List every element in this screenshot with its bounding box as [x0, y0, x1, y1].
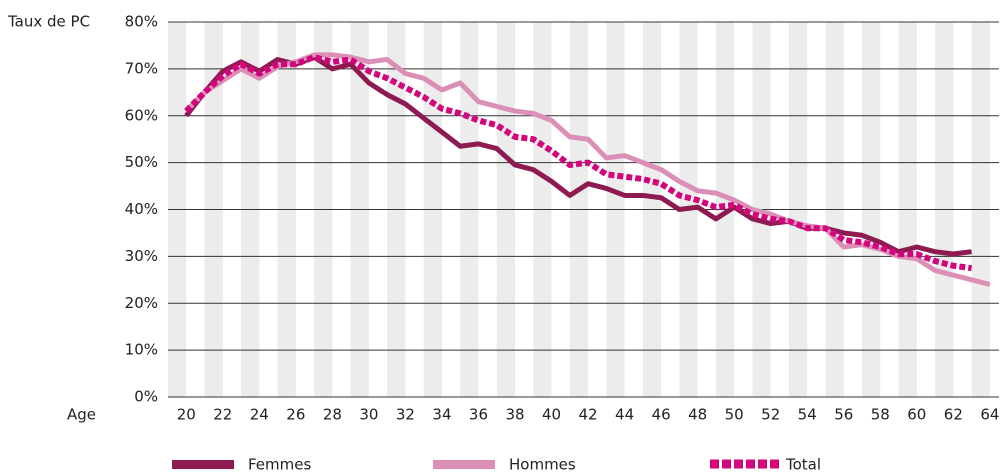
x-tick-label: 40 — [542, 406, 561, 424]
x-tick-label: 56 — [834, 406, 853, 424]
line-hommes — [184, 52, 991, 287]
x-tick-label: 36 — [469, 406, 488, 424]
x-tick-label: 64 — [980, 406, 999, 424]
x-tick-label: 58 — [871, 406, 890, 424]
x-tick-label: 42 — [579, 406, 598, 424]
y-tick-label: 70% — [125, 59, 158, 77]
y-axis-label: Taux de PC — [7, 13, 90, 31]
x-tick-label: 38 — [505, 406, 524, 424]
x-tick-label: 30 — [359, 406, 378, 424]
legend-label: Femmes — [248, 456, 311, 474]
x-tick-label: 60 — [907, 406, 926, 424]
legend-label: Total — [785, 456, 821, 474]
line-total — [184, 54, 972, 272]
x-tick-label: 52 — [761, 406, 780, 424]
x-tick-label: 20 — [177, 406, 196, 424]
legend-swatch — [172, 460, 234, 469]
x-tick-label: 48 — [688, 406, 707, 424]
x-tick-label: 26 — [286, 406, 305, 424]
y-tick-label: 80% — [125, 13, 158, 31]
x-axis-label: Age — [67, 406, 96, 424]
y-tick-label: 10% — [125, 341, 158, 359]
y-tick-label: 0% — [134, 388, 158, 406]
x-tick-label: 32 — [396, 406, 415, 424]
x-tick-label: 54 — [798, 406, 817, 424]
y-tick-label: 30% — [125, 247, 158, 265]
y-tick-label: 40% — [125, 200, 158, 218]
x-tick-label: 62 — [944, 406, 963, 424]
x-tick-label: 50 — [725, 406, 744, 424]
legend-label: Hommes — [509, 456, 576, 474]
x-tick-label: 24 — [250, 406, 269, 424]
x-tick-label: 44 — [615, 406, 634, 424]
x-tick-label: 46 — [652, 406, 671, 424]
y-tick-label: 60% — [125, 106, 158, 124]
legend-swatch — [433, 460, 495, 469]
x-tick-label: 34 — [432, 406, 451, 424]
y-tick-label: 50% — [125, 153, 158, 171]
x-tick-label: 28 — [323, 406, 342, 424]
y-tick-label: 20% — [125, 294, 158, 312]
x-tick-label: 22 — [213, 406, 232, 424]
